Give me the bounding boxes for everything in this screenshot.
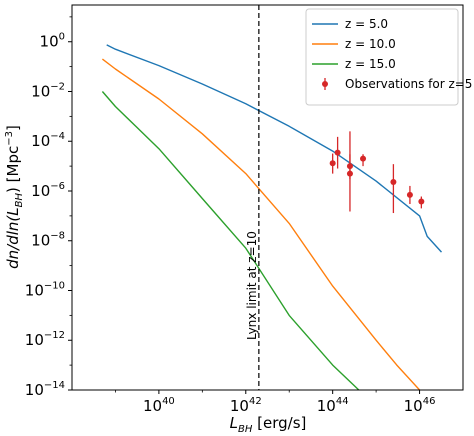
y-tick-label-2: 10−2 bbox=[31, 81, 65, 100]
observations-group bbox=[329, 131, 425, 214]
y-axis-label: dn/dln(LBH) [Mpc−3] bbox=[4, 125, 25, 269]
x-axis-label: LBH [erg/s] bbox=[230, 414, 307, 435]
legend-box bbox=[305, 8, 459, 106]
obs-point-2 bbox=[334, 149, 341, 156]
x-tick-label-2: 1042 bbox=[230, 396, 262, 415]
y-tick-label-8: 10−14 bbox=[25, 380, 65, 399]
plot-frame bbox=[71, 4, 464, 391]
x-tick-label-3: 1044 bbox=[317, 396, 349, 415]
obs-point-6 bbox=[390, 178, 397, 185]
series-line-2 bbox=[101, 58, 421, 391]
legend-swatch-4 bbox=[322, 81, 328, 87]
obs-point-8 bbox=[418, 198, 425, 205]
obs-point-1 bbox=[329, 160, 336, 167]
series-line-3 bbox=[101, 91, 360, 391]
legend: z = 5.0 z = 10.0 z = 15.0 Observations for … bbox=[305, 8, 472, 106]
x-axis-ticks: 1040 1042 1044 1046 bbox=[115, 390, 435, 415]
obs-point-4 bbox=[346, 170, 353, 177]
y-tick-label-4: 10−6 bbox=[31, 181, 65, 200]
series-line-1 bbox=[106, 44, 443, 253]
y-tick-label-5: 10−8 bbox=[31, 231, 65, 250]
model-curves bbox=[101, 44, 443, 391]
y-tick-label-6: 10−10 bbox=[25, 280, 65, 299]
x-tick-label-1: 1040 bbox=[143, 396, 175, 415]
obs-point-5 bbox=[360, 155, 367, 162]
legend-label-3: z = 15.0 bbox=[345, 57, 396, 71]
y-tick-label-3: 10−4 bbox=[31, 131, 65, 150]
legend-label-4: Observations for z=5 bbox=[345, 77, 472, 91]
y-axis-ticks: 100 10−2 10−4 10−6 10−8 10−10 10−12 10−14 bbox=[25, 16, 72, 399]
obs-point-7 bbox=[406, 191, 413, 198]
y-tick-label-7: 10−12 bbox=[25, 330, 65, 349]
legend-label-1: z = 5.0 bbox=[345, 17, 388, 31]
legend-label-2: z = 10.0 bbox=[345, 37, 396, 51]
y-tick-label-1: 100 bbox=[40, 32, 65, 51]
x-tick-label-4: 1046 bbox=[404, 396, 436, 415]
lynx-limit-label: Lynx limit at z=10 bbox=[245, 231, 259, 340]
